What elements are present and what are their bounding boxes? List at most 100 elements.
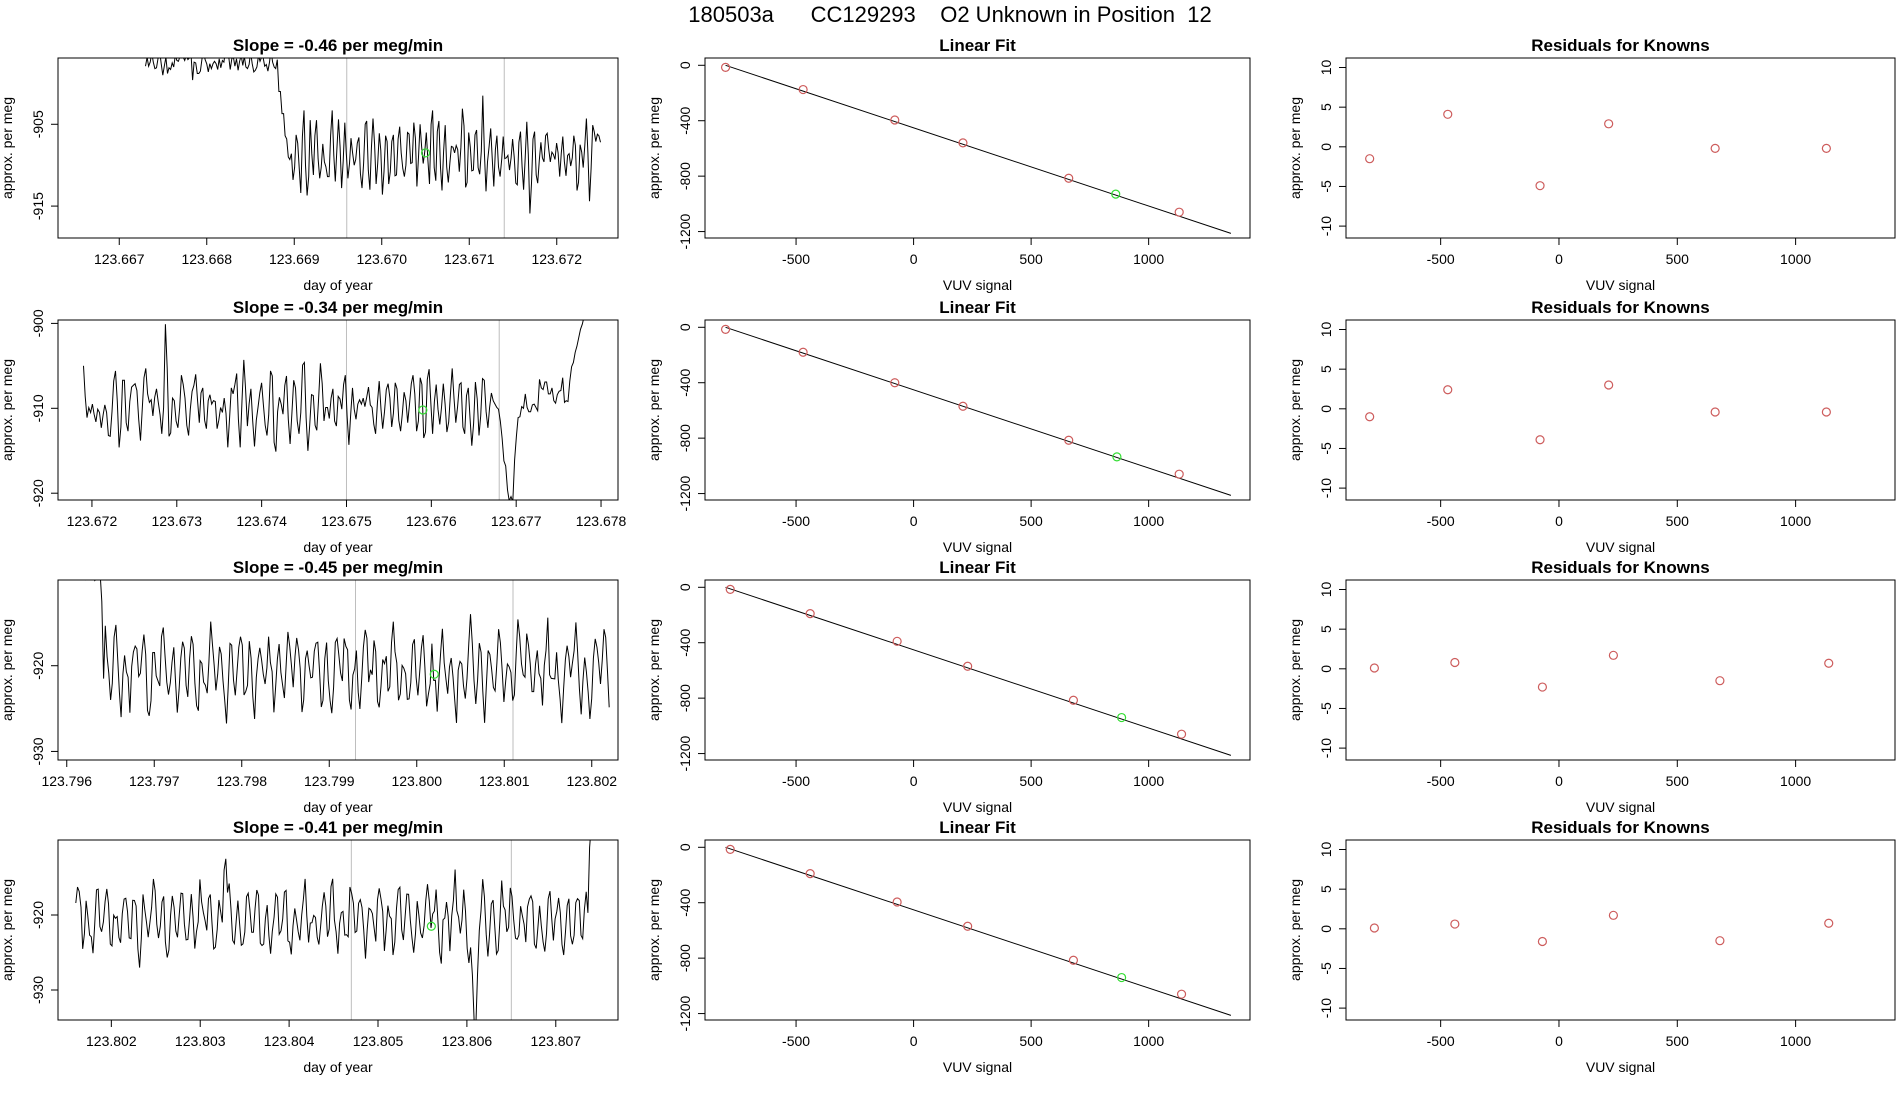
y-tick-label: -920 xyxy=(30,901,46,929)
x-tick-label: 500 xyxy=(1666,773,1690,789)
panel-title: Slope = -0.46 per meg/min xyxy=(233,36,443,55)
x-tick-label: 1000 xyxy=(1780,513,1811,529)
data-layer xyxy=(1369,910,1834,947)
x-tick-label: 500 xyxy=(1666,251,1690,267)
panel-title: Linear Fit xyxy=(939,36,1016,55)
panel-title: Residuals for Knowns xyxy=(1531,36,1710,55)
y-tick-label: -5 xyxy=(1318,702,1334,715)
plot-frame xyxy=(704,579,1251,761)
x-tick-label: 123.674 xyxy=(236,513,287,529)
y-axis-label: approx. per meg xyxy=(0,359,15,461)
panel-4-1: Slope = -0.41 per meg/min day of year appr… xyxy=(0,818,619,1075)
x-tick-label: 123.796 xyxy=(41,773,92,789)
y-axis-label: approx. per meg xyxy=(0,879,15,981)
x-axis-label: VUV signal xyxy=(943,277,1012,293)
trace-line xyxy=(83,320,584,500)
known-point xyxy=(958,138,968,148)
known-point xyxy=(1174,469,1184,479)
known-point xyxy=(805,869,815,879)
known-point xyxy=(890,378,900,388)
y-tick-label: -800 xyxy=(677,424,693,452)
y-tick-label: -920 xyxy=(30,651,46,679)
y-axis-label: approx. per meg xyxy=(1287,97,1303,199)
x-axis-label: VUV signal xyxy=(1586,539,1655,555)
y-tick-label: -1200 xyxy=(677,475,693,511)
plot-frame xyxy=(1345,57,1896,239)
y-axis-label: approx. per meg xyxy=(646,619,662,721)
x-tick-label: -500 xyxy=(782,513,810,529)
residual-point xyxy=(1369,663,1379,673)
y-tick-label: 10 xyxy=(1318,322,1334,338)
panel-1-1: Slope = -0.46 per meg/min day of year appr… xyxy=(0,36,619,293)
y-tick-label: -800 xyxy=(677,162,693,190)
known-point xyxy=(720,62,731,72)
y-tick-label: -915 xyxy=(30,192,46,220)
y-tick-label: -910 xyxy=(30,394,46,422)
plot-frame xyxy=(57,579,619,761)
plot-frame xyxy=(1345,839,1896,1021)
panel-title: Slope = -0.34 per meg/min xyxy=(233,298,443,317)
panel-title: Residuals for Knowns xyxy=(1531,558,1710,577)
x-tick-label: 123.670 xyxy=(356,251,407,267)
unknown-marker xyxy=(426,921,436,931)
known-point xyxy=(798,347,808,357)
x-tick-label: 1000 xyxy=(1133,513,1164,529)
known-point xyxy=(805,609,815,619)
panel-2-2: Linear Fit VUV signal approx. per meg -500 0… xyxy=(646,298,1251,555)
figure-title: 180503a CC129293 O2 Unknown in Position … xyxy=(688,2,1212,27)
residual-point xyxy=(1821,143,1831,153)
y-axis-label: approx. per meg xyxy=(1287,359,1303,461)
y-axis-label: approx. per meg xyxy=(1287,619,1303,721)
y-tick-label: 10 xyxy=(1318,582,1334,598)
y-tick-label: 0 xyxy=(1318,143,1334,151)
panel-title: Slope = -0.45 per meg/min xyxy=(233,558,443,577)
x-tick-label: 123.802 xyxy=(86,1033,137,1049)
panel-title: Linear Fit xyxy=(939,298,1016,317)
residual-point xyxy=(1369,923,1379,933)
trace-line xyxy=(145,58,601,214)
plot-frame xyxy=(57,319,619,501)
x-tick-label: 123.798 xyxy=(216,773,267,789)
x-tick-label: 123.801 xyxy=(479,773,530,789)
residual-point xyxy=(1710,143,1720,153)
unknown-point xyxy=(1117,972,1127,983)
x-axis-label: VUV signal xyxy=(943,799,1012,815)
y-tick-label: 0 xyxy=(677,323,693,331)
x-axis-label: VUV signal xyxy=(943,539,1012,555)
x-tick-label: 123.672 xyxy=(531,251,582,267)
y-tick-label: -10 xyxy=(1318,478,1334,498)
panel-4-3: Residuals for Knowns VUV signal approx. pe… xyxy=(1287,818,1896,1075)
y-tick-label: -930 xyxy=(30,737,46,765)
unknown-marker xyxy=(420,148,431,158)
known-point xyxy=(725,584,735,594)
known-point xyxy=(892,897,902,907)
x-tick-label: -500 xyxy=(782,251,810,267)
known-point xyxy=(798,84,808,95)
y-tick-label: 10 xyxy=(1318,842,1334,858)
known-point xyxy=(1174,207,1184,217)
y-axis-label: approx. per meg xyxy=(0,619,15,721)
y-tick-label: -10 xyxy=(1318,998,1334,1018)
x-tick-label: 123.668 xyxy=(181,251,232,267)
y-tick-label: -10 xyxy=(1318,738,1334,758)
residual-point xyxy=(1537,682,1548,692)
x-tick-label: 1000 xyxy=(1780,251,1811,267)
unknown-marker xyxy=(418,405,428,415)
trace-line xyxy=(85,580,610,724)
panel-1-2: Linear Fit VUV signal approx. per meg -500 0… xyxy=(646,36,1251,293)
y-tick-label: -5 xyxy=(1318,962,1334,975)
panel-2-1: Slope = -0.34 per meg/min day of year appr… xyxy=(0,298,627,555)
x-tick-label: 123.676 xyxy=(406,513,457,529)
known-point xyxy=(958,401,968,411)
y-axis-label: approx. per meg xyxy=(646,97,662,199)
x-axis-label: day of year xyxy=(303,277,373,293)
y-tick-label: -800 xyxy=(677,944,693,972)
y-tick-label: -930 xyxy=(30,976,46,1004)
x-tick-label: -500 xyxy=(782,1033,810,1049)
x-tick-label: -500 xyxy=(1427,251,1455,267)
known-point xyxy=(890,115,900,125)
y-tick-label: -10 xyxy=(1318,216,1334,236)
x-tick-label: 0 xyxy=(910,1033,918,1049)
x-tick-label: 123.802 xyxy=(566,773,617,789)
